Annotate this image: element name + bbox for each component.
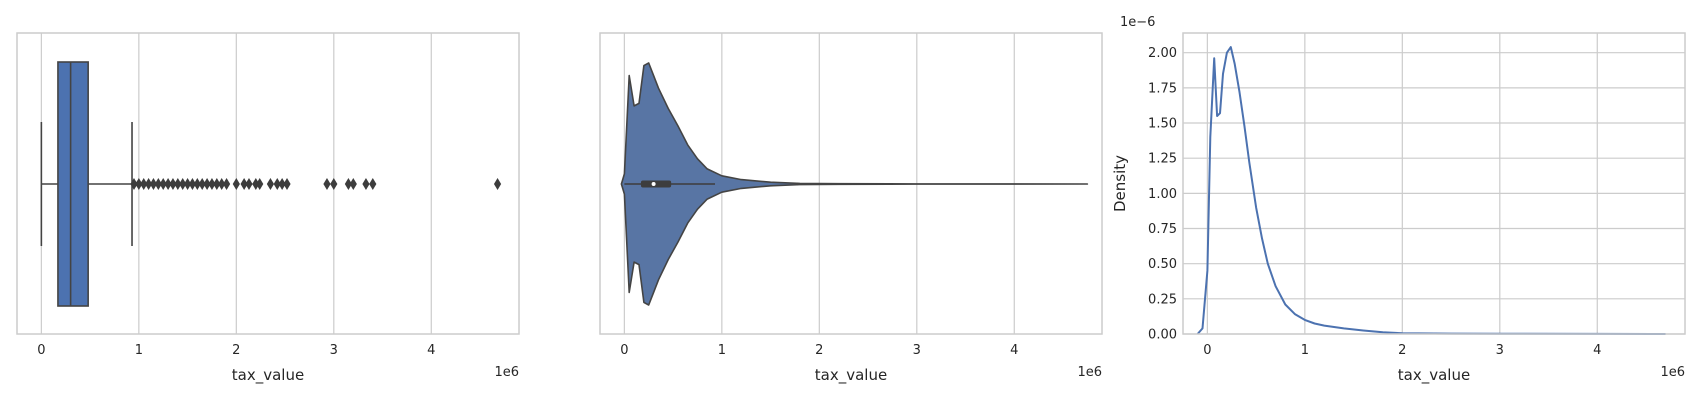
outlier-point [222,178,231,190]
violin-body [620,62,1089,306]
outlier-point [362,178,370,190]
outlier-point [188,178,197,190]
outlier-point [283,178,291,190]
outlier-point [273,178,281,190]
density-line [1196,46,1666,335]
density-x-offset-label: 1e6 [1660,365,1685,380]
outlier-point [323,178,331,190]
violin-frame [599,32,1103,335]
y-tick-label: 1.75 [1148,81,1177,96]
outlier-point [159,178,167,190]
x-tick-label: 1 [1301,343,1309,358]
y-tick-label: 1.25 [1148,152,1177,167]
y-tick-label: 0.25 [1148,292,1177,307]
y-tick-label: 2.00 [1148,46,1177,61]
outlier-point [203,178,211,190]
outlier-point [218,178,226,190]
violin-median-dot [651,182,656,186]
x-tick-label: 2 [815,343,823,358]
x-tick-label: 4 [427,343,435,358]
outlier-point [164,178,172,190]
outlier-point [174,178,182,190]
outlier-point [369,178,377,190]
boxplot-x-axis-label: tax_value [232,366,304,385]
outlier-point [240,178,248,190]
outlier-point [213,178,221,190]
y-tick-label: 0.50 [1148,257,1177,272]
outlier-point [169,178,177,190]
violin-x-axis-label: tax_value [815,366,887,385]
x-tick-label: 3 [330,343,338,358]
x-tick-label: 1 [718,343,726,358]
x-tick-label: 3 [913,343,921,358]
y-tick-label: 1.50 [1148,117,1177,132]
violin-inner-box [640,180,672,188]
boxplot-frame [16,32,520,335]
x-tick-label: 4 [1010,343,1018,358]
outlier-point [193,178,201,190]
x-tick-label: 1 [135,343,143,358]
density-y-offset-label: 1e−6 [1120,15,1155,30]
density-panel: 0 1 2 3 4 0.00 0.25 0.50 0.75 1.00 1.25 1.50 1.75 2.0… [1111,15,1686,385]
x-tick-label: 3 [1496,343,1504,358]
outlier-point [179,178,187,190]
iqr-box [57,61,89,307]
y-tick-label: 0.75 [1148,222,1177,237]
outlier-point [252,178,260,190]
y-tick-label: 0.00 [1148,328,1177,343]
x-tick-label: 0 [37,343,45,358]
outlier-point [183,178,192,190]
outlier-point [208,178,216,190]
x-tick-label: 2 [1398,343,1406,358]
y-tick-label: 1.00 [1148,187,1177,202]
outlier-point [245,178,253,190]
x-tick-label: 4 [1593,343,1601,358]
outlier-point [493,178,502,190]
outlier-point [349,178,357,190]
outlier-point [344,178,353,190]
outlier-point [144,178,153,190]
density-x-axis-label: tax_value [1398,366,1470,385]
x-tick-label: 0 [1203,343,1211,358]
outlier-point [256,178,264,190]
outlier-point [130,178,138,190]
density-y-axis-label: Density [1111,155,1129,212]
violin-panel: 0 1 2 3 4 tax_value 1e6 [599,32,1103,385]
outlier-point [149,178,158,190]
outlier-point [198,178,206,190]
outlier-point [154,178,162,190]
outlier-point [278,178,286,190]
x-tick-label: 2 [232,343,240,358]
outlier-point [330,178,338,190]
violin-x-offset-label: 1e6 [1077,365,1102,380]
outlier-point [140,178,148,190]
boxplot-panel: 0 1 2 3 4 tax_value 1e6 [16,32,520,385]
outlier-point [135,178,143,190]
density-frame [1182,32,1686,335]
x-tick-label: 0 [620,343,628,358]
boxplot-x-offset-label: 1e6 [494,365,519,380]
outlier-point [266,178,275,190]
outlier-point [232,178,240,190]
